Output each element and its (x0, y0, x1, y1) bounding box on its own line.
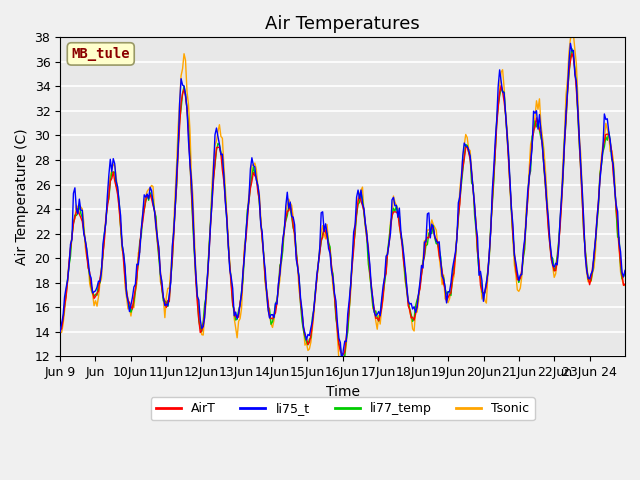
X-axis label: Time: Time (326, 384, 360, 398)
Text: MB_tule: MB_tule (72, 47, 130, 61)
Y-axis label: Air Temperature (C): Air Temperature (C) (15, 129, 29, 265)
Title: Air Temperatures: Air Temperatures (265, 15, 420, 33)
Legend: AirT, li75_t, li77_temp, Tsonic: AirT, li75_t, li77_temp, Tsonic (150, 397, 534, 420)
